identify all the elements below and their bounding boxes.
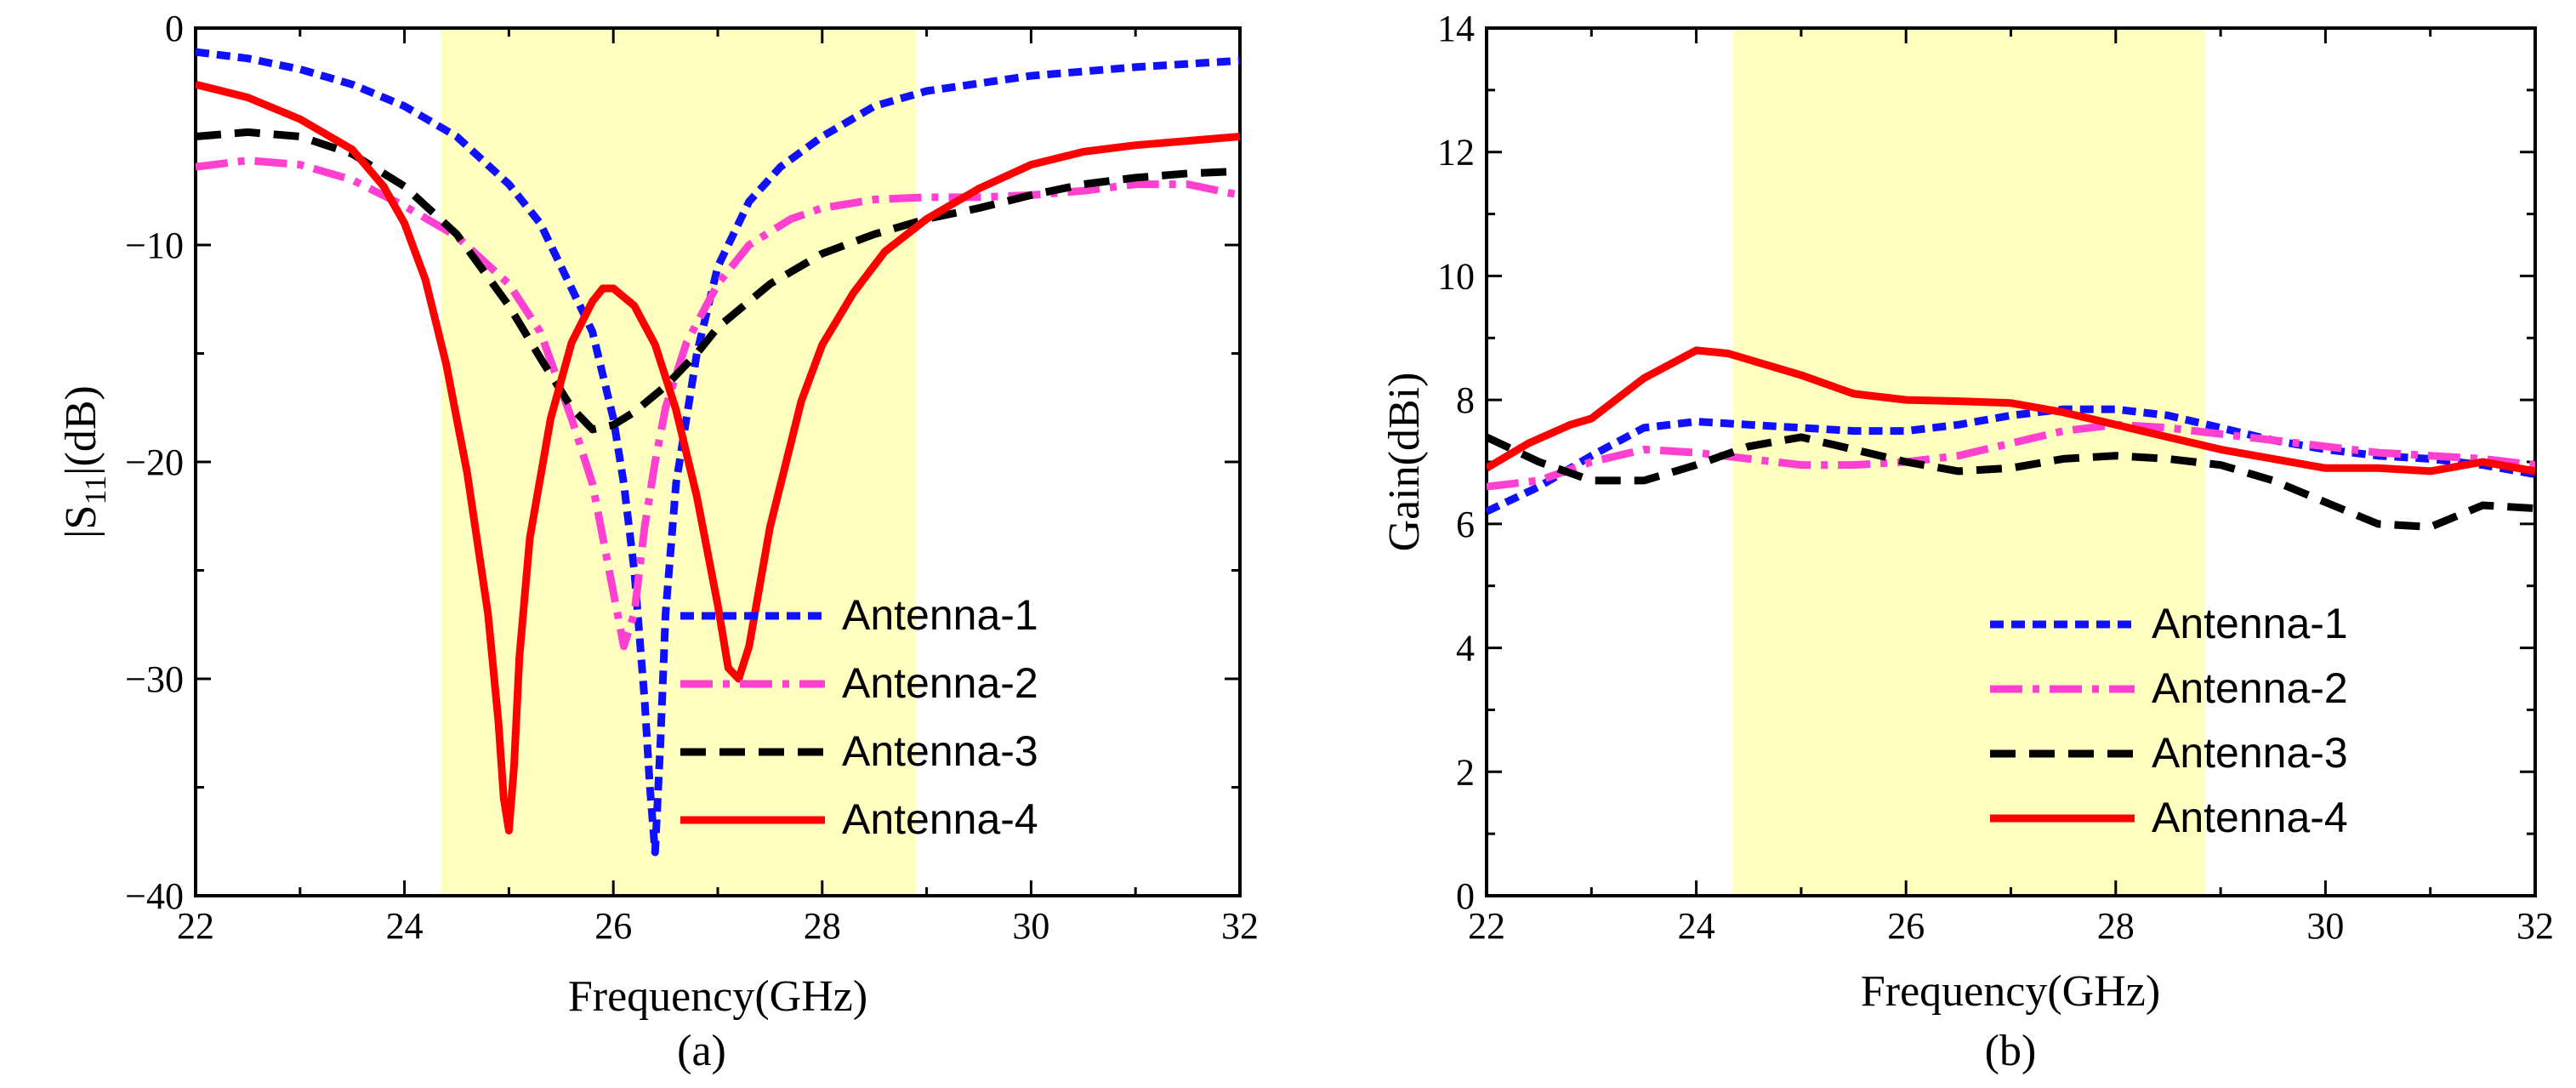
series-line-antenna-1: [1487, 405, 2535, 516]
legend-label-antenna-1: Antenna-1: [842, 591, 1038, 639]
y-tick-label: 14: [1437, 8, 1475, 49]
x-axis-label-b: Frequency(GHz): [1861, 967, 2160, 1016]
legend-label-antenna-2: Antenna-2: [2152, 664, 2348, 712]
chart-panel-a: 22 24 26 28 30 320−10−20−30−40 Antenna-1Anten…: [57, 8, 1259, 1075]
y-tick-label: −30: [125, 658, 184, 700]
x-tick-label: 30: [2306, 905, 2344, 947]
y-tick-label: −40: [125, 875, 184, 917]
legend-label-antenna-2: Antenna-2: [842, 659, 1038, 707]
y-tick-label: 0: [165, 8, 184, 49]
legend-label-antenna-1: Antenna-1: [2152, 600, 2348, 647]
caption-a: (a): [677, 1027, 726, 1075]
y-tick-label: −20: [125, 441, 184, 483]
x-axis-label-a: Frequency(GHz): [568, 972, 867, 1021]
legend-label-antenna-3: Antenna-3: [842, 727, 1038, 775]
series-line-antenna-2: [1487, 420, 2535, 491]
x-tick-label: 32: [2516, 905, 2554, 947]
x-tick-label: 30: [1012, 905, 1049, 947]
y-axis-label-b: Gain(dBi): [1380, 373, 1429, 552]
x-tick-label: 24: [1678, 905, 1715, 947]
y-tick-label: 6: [1456, 504, 1475, 545]
series-layer-b: [1487, 346, 2535, 531]
y-axis-label-a: |S11|(dB): [57, 385, 112, 538]
legend-b: Antenna-1 Antenna-2 Antenna-3 Antenna-4: [1990, 600, 2348, 841]
y-tick-label: 8: [1456, 379, 1475, 421]
series-line-antenna-3: [196, 128, 1240, 434]
y-tick-label: 4: [1456, 628, 1475, 669]
x-tick-label: 26: [594, 905, 632, 947]
x-tick-label: 32: [1221, 905, 1259, 947]
ticks-a: 22 24 26 28 30 32 0 −10 −20 −30 −40: [125, 8, 1259, 947]
x-tick-label: 24: [386, 905, 424, 947]
y-tick-label: 0: [1456, 875, 1475, 917]
series-line-antenna-4: [196, 80, 1240, 835]
x-tick-label: 28: [2097, 905, 2135, 947]
x-tick-label: 22: [1468, 905, 1505, 947]
legend-label-antenna-4: Antenna-4: [2152, 794, 2348, 841]
series-line-antenna-1: [196, 48, 1240, 857]
series-line-antenna-3: [1487, 433, 2535, 531]
series-line-antenna-2: [196, 157, 1240, 651]
y-tick-label: 10: [1437, 255, 1475, 297]
legend-label-antenna-4: Antenna-4: [842, 795, 1038, 843]
series-layer-a: [196, 48, 1240, 857]
series-line-antenna-4: [1487, 346, 2535, 476]
y-tick-label: 2: [1456, 751, 1475, 793]
x-tick-label: 28: [804, 905, 841, 947]
x-tick-label: 22: [177, 905, 214, 947]
y-tick-label: −10: [125, 225, 184, 266]
caption-b: (b): [1985, 1027, 2037, 1075]
legend-label-antenna-3: Antenna-3: [2152, 729, 2348, 777]
y-tick-label: 12: [1437, 132, 1475, 174]
legend-a: Antenna-1 Antenna-2 Antenna-3 Antenna-4: [680, 591, 1038, 843]
x-tick-label: 26: [1887, 905, 1925, 947]
